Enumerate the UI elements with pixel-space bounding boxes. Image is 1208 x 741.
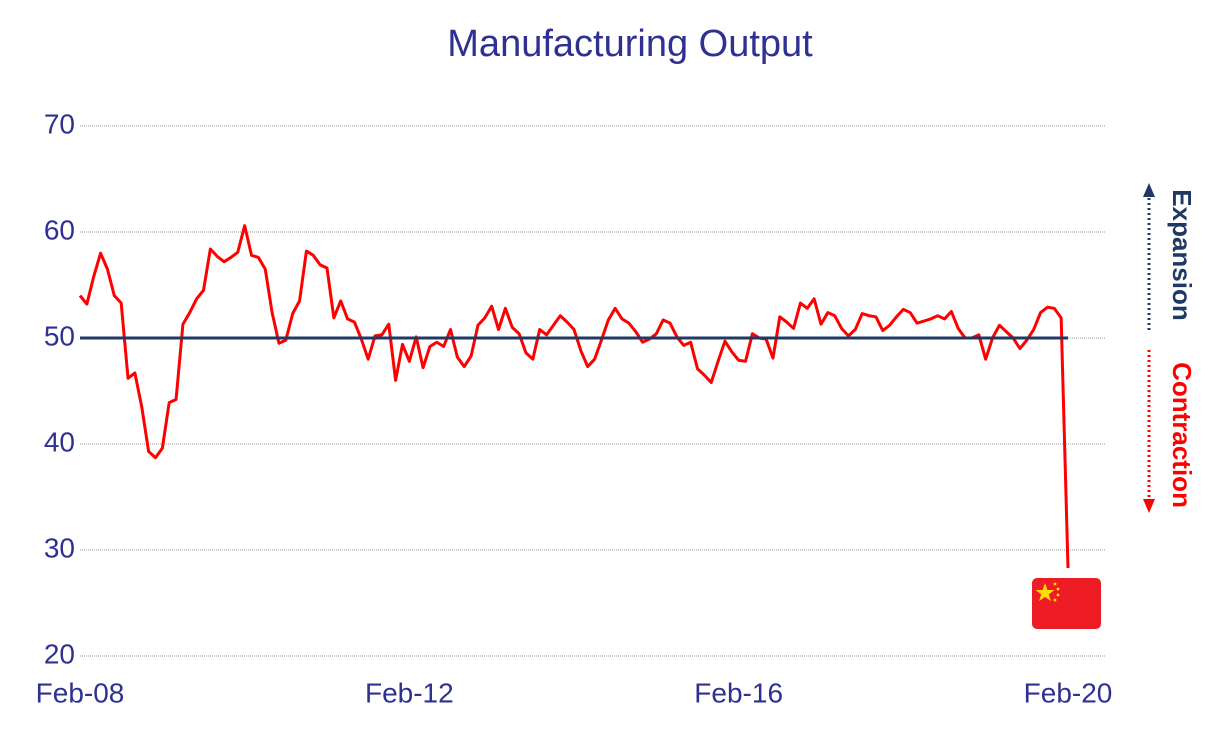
y-tick-label: 20 <box>44 638 75 669</box>
expansion-annotation: Expansion <box>1143 183 1197 330</box>
x-tick-label: Feb-08 <box>36 677 125 708</box>
expansion-label: Expansion <box>1167 189 1197 320</box>
flag-star <box>1035 583 1055 601</box>
x-tick-label: Feb-16 <box>694 677 783 708</box>
contraction-arrowhead <box>1143 499 1155 513</box>
y-tick-label: 40 <box>44 426 75 457</box>
y-tick-label: 70 <box>44 108 75 139</box>
flag-star <box>1056 593 1060 597</box>
china-flag <box>1032 578 1101 629</box>
contraction-label: Contraction <box>1167 362 1197 508</box>
flag-field <box>1032 578 1101 629</box>
y-tick-label: 60 <box>44 214 75 245</box>
flag-star <box>1056 587 1060 591</box>
y-tick-label: 30 <box>44 532 75 563</box>
expansion-arrowhead <box>1143 183 1155 197</box>
x-tick-label: Feb-12 <box>365 677 454 708</box>
y-tick-label: 50 <box>44 320 75 351</box>
x-tick-label: Feb-20 <box>1024 677 1113 708</box>
data-line <box>78 224 1070 569</box>
chart-title: Manufacturing Output <box>447 23 813 65</box>
flag-star <box>1053 598 1057 602</box>
flag-star <box>1053 582 1057 586</box>
contraction-annotation: Contraction <box>1143 350 1197 513</box>
